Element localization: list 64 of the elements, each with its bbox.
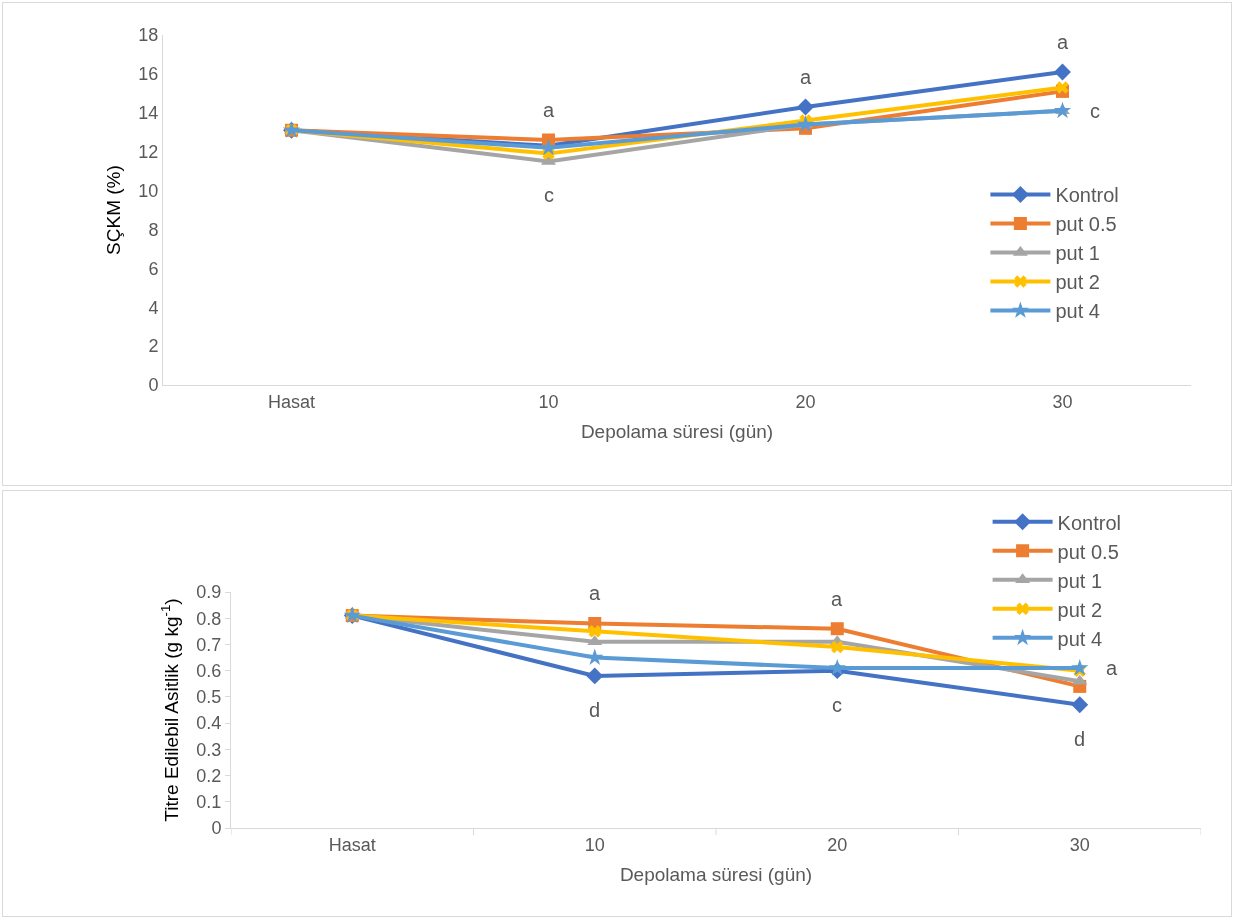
legend-label: put 4 [1055, 300, 1100, 323]
point [1071, 658, 1089, 676]
x-tick-label: 10 [584, 834, 605, 855]
y-tick-label: 14 [138, 103, 159, 124]
y-tick-label: 0 [211, 818, 222, 839]
x-tick-label: Hasat [328, 834, 376, 855]
annotation: d [1074, 728, 1086, 750]
annotation: c [832, 694, 842, 716]
point [1054, 63, 1071, 81]
x-axis-title: Depolama süresi (gün) [619, 864, 813, 886]
y-tick-label: 16 [138, 64, 159, 85]
y-tick-label: 2 [148, 336, 159, 357]
y-tick-label: 0 [148, 375, 159, 396]
x-tick-label: Hasat [267, 391, 316, 412]
point [828, 658, 846, 676]
point [588, 625, 601, 638]
y-tick-label: 6 [148, 258, 159, 279]
legend-label: put 4 [1057, 627, 1103, 650]
x-tick-label: 20 [827, 834, 848, 855]
annotation: a [543, 99, 555, 121]
legend-label: put 0.5 [1057, 540, 1119, 563]
point [586, 648, 604, 665]
legend-label: put 1 [1055, 242, 1100, 265]
legend-label: put 0.5 [1055, 213, 1117, 236]
point [831, 640, 844, 654]
point [1056, 81, 1069, 94]
annotation: a [1106, 657, 1118, 679]
point [797, 98, 814, 116]
y-tick-label: 0.7 [196, 634, 222, 655]
annotation: c [1090, 100, 1100, 122]
y-tick-label: 10 [138, 180, 159, 201]
x-axis-title: Depolama süresi (gün) [580, 421, 774, 443]
x-tick-label: 30 [1069, 834, 1090, 855]
x-tick-label: 10 [538, 391, 559, 412]
legend-label: Kontrol [1057, 511, 1121, 534]
y-tick-label: 18 [138, 25, 159, 46]
y-tick-label: 0.2 [196, 765, 222, 786]
y-tick-label: 12 [138, 141, 159, 162]
legend-label: put 2 [1055, 271, 1100, 294]
annotation: a [1057, 31, 1069, 53]
point [586, 667, 604, 685]
y-tick-label: 0.1 [196, 792, 222, 813]
y-tick-label: 0.4 [196, 713, 222, 734]
y-tick-label: 8 [148, 219, 159, 240]
annotation: a [831, 588, 843, 610]
annotation: a [800, 66, 812, 88]
y-tick-label: 0.9 [196, 582, 222, 603]
annotation: c [544, 184, 554, 206]
y-tick-label: 0.3 [196, 739, 222, 760]
legend-label: put 2 [1057, 598, 1103, 621]
legend-label: Kontrol [1055, 184, 1119, 207]
y-axis-title: SÇKM (%) [103, 165, 125, 255]
x-tick-label: 30 [1052, 391, 1073, 412]
y-tick-label: 0.8 [196, 608, 222, 629]
point [830, 622, 844, 636]
annotation: a [589, 582, 601, 604]
annotation: d [589, 699, 601, 721]
point [1053, 101, 1072, 119]
x-tick-label: 20 [795, 391, 816, 412]
y-tick-label: 0.6 [196, 660, 222, 681]
y-tick-label: 0.5 [196, 687, 222, 708]
legend-label: put 1 [1057, 569, 1103, 592]
point [1071, 696, 1089, 714]
y-tick-label: 4 [148, 297, 159, 318]
